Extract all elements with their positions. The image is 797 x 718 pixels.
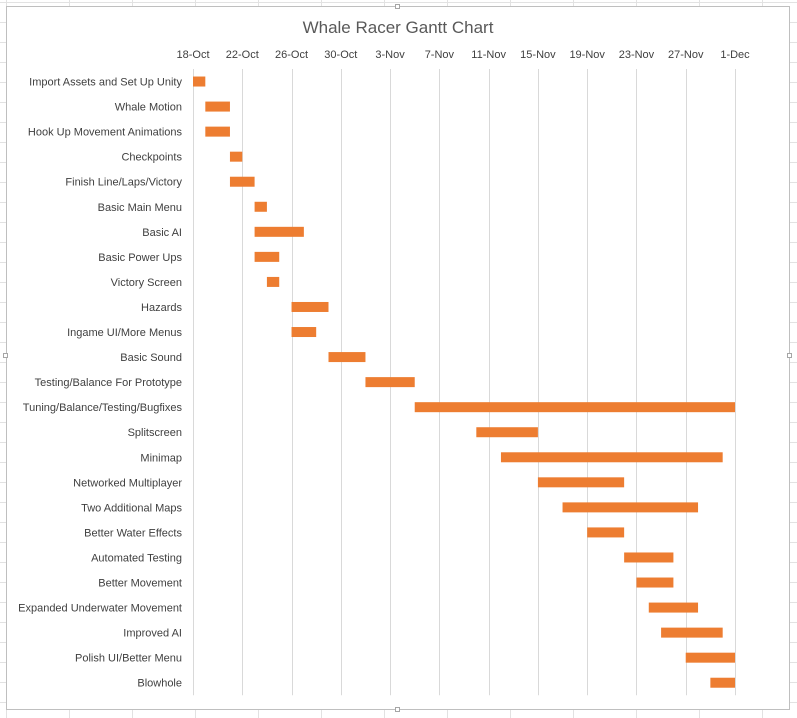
task-bar[interactable] (291, 301, 329, 312)
task-bar[interactable] (414, 402, 735, 413)
chart-title: Whale Racer Gantt Chart (303, 18, 494, 37)
task-label: Automated Testing (91, 552, 182, 564)
x-tick-label: 15-Nov (520, 49, 556, 61)
task-bar[interactable] (205, 101, 230, 112)
task-label: Import Assets and Set Up Unity (29, 77, 182, 89)
task-label: Finish Line/Laps/Victory (65, 177, 182, 189)
x-tick-label: 26-Oct (275, 49, 308, 61)
task-label: Checkpoints (121, 152, 182, 164)
resize-handle-left[interactable] (3, 353, 8, 358)
task-bar[interactable] (266, 276, 280, 287)
task-bar[interactable] (291, 327, 317, 338)
task-labels: Import Assets and Set Up Unity Whale Moti… (18, 77, 182, 690)
x-tick-label: 23-Nov (619, 49, 655, 61)
task-label: Basic AI (142, 227, 182, 239)
task-label: Expanded Underwater Movement (18, 603, 182, 615)
x-tick-label: 18-Oct (176, 49, 209, 61)
task-bar[interactable] (624, 552, 674, 563)
task-label: Improved AI (123, 628, 182, 640)
task-label: Basic Main Menu (98, 202, 182, 214)
x-tick-label: 7-Nov (425, 49, 455, 61)
task-bar[interactable] (537, 477, 625, 488)
task-bar[interactable] (500, 452, 723, 463)
task-label: Networked Multiplayer (73, 477, 182, 489)
task-bar[interactable] (254, 251, 280, 262)
gridlines (193, 69, 736, 696)
x-tick-label: 19-Nov (569, 49, 605, 61)
task-label: Basic Sound (120, 352, 182, 364)
x-tick-label: 3-Nov (375, 49, 405, 61)
resize-handle-bottom[interactable] (395, 707, 400, 712)
task-bar[interactable] (254, 226, 304, 237)
task-label: Hazards (141, 302, 182, 314)
task-label: Ingame UI/More Menus (67, 327, 182, 339)
x-tick-label: 27-Nov (668, 49, 704, 61)
task-bar[interactable] (562, 502, 699, 513)
task-bar[interactable] (328, 352, 366, 363)
task-label: Testing/Balance For Prototype (35, 377, 182, 389)
task-label: Two Additional Maps (81, 502, 182, 514)
task-bar[interactable] (661, 627, 723, 638)
task-label: Better Movement (98, 578, 182, 590)
task-bar[interactable] (229, 176, 255, 187)
task-label: Whale Motion (115, 102, 182, 114)
gantt-chart: Whale Racer Gantt Chart 18-Oct 22-Oct 26-O… (18, 18, 750, 696)
task-bar[interactable] (636, 577, 674, 588)
task-label: Better Water Effects (84, 527, 182, 539)
task-bars (193, 76, 735, 688)
task-label: Blowhole (137, 678, 182, 690)
task-bar[interactable] (685, 652, 735, 663)
task-bar[interactable] (587, 527, 625, 538)
task-label: Splitscreen (128, 427, 182, 439)
x-tick-label: 11-Nov (471, 49, 506, 61)
x-tick-label: 22-Oct (226, 49, 259, 61)
task-bar[interactable] (648, 602, 699, 613)
task-label: Tuning/Balance/Testing/Bugfixes (23, 402, 183, 414)
task-bar[interactable] (205, 126, 230, 137)
task-bar[interactable] (710, 677, 735, 688)
task-bar[interactable] (476, 427, 538, 438)
task-label: Hook Up Movement Animations (28, 127, 183, 139)
task-label: Minimap (140, 452, 182, 464)
task-label: Polish UI/Better Menu (75, 653, 182, 665)
resize-handle-right[interactable] (787, 353, 792, 358)
task-bar[interactable] (229, 151, 243, 162)
task-label: Victory Screen (111, 277, 182, 289)
task-bar[interactable] (365, 377, 415, 388)
task-bar[interactable] (193, 76, 206, 87)
chart-area[interactable]: Whale Racer Gantt Chart 18-Oct 22-Oct 26-O… (6, 6, 790, 710)
x-tick-label: 30-Oct (324, 49, 357, 61)
resize-handle-top[interactable] (395, 4, 400, 9)
task-label: Basic Power Ups (98, 252, 182, 264)
task-bar[interactable] (254, 201, 267, 212)
x-axis-ticks: 18-Oct 22-Oct 26-Oct 30-Oct 3-Nov 7-Nov 11-Nov… (176, 49, 750, 61)
x-tick-label: 1-Dec (720, 49, 750, 61)
